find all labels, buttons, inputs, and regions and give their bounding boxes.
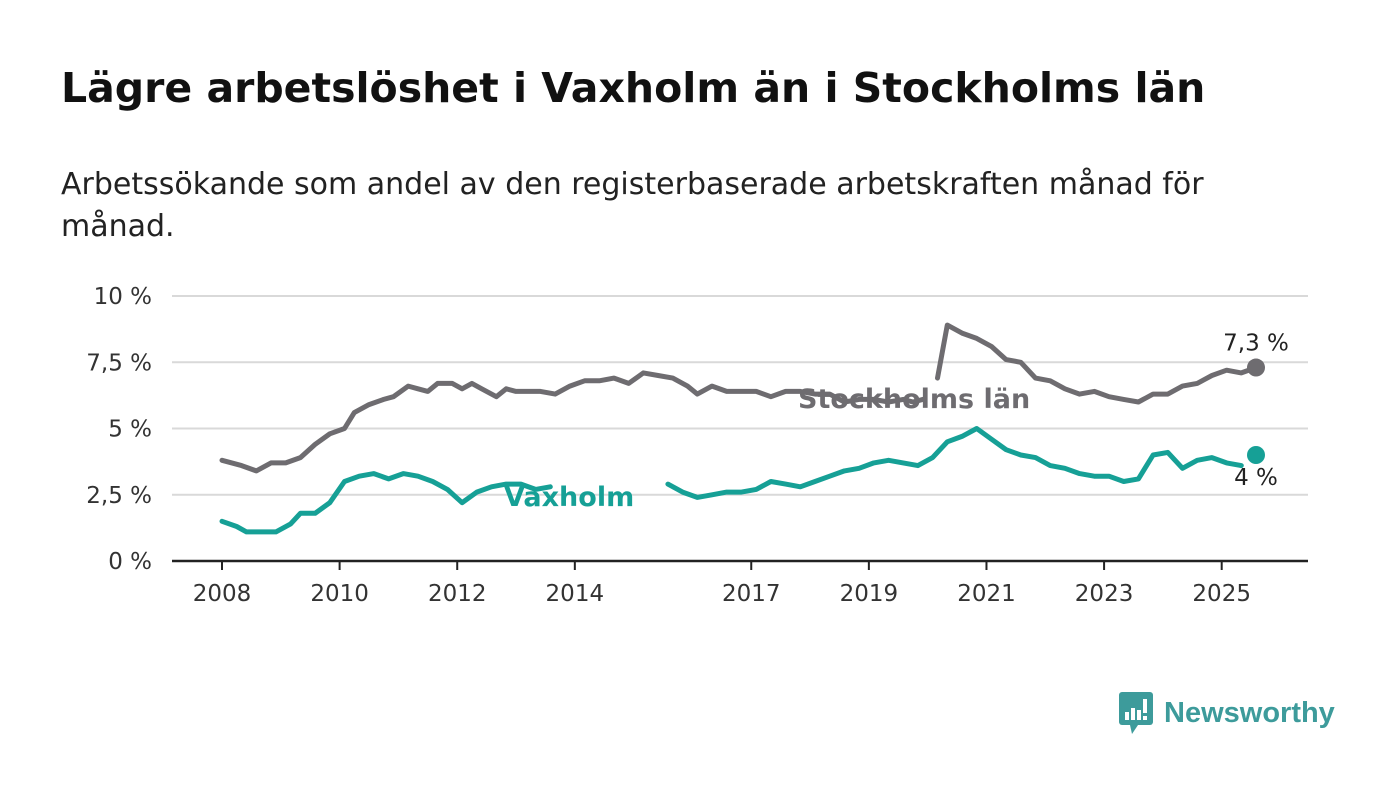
x-tick-label: 2014 (546, 581, 605, 607)
x-tick-label: 2017 (722, 581, 781, 607)
x-tick-label: 2025 (1192, 581, 1251, 607)
series-line-vaxholm (665, 426, 1244, 500)
bar-chart-speech-bubble-icon (1119, 692, 1153, 734)
series-label-vaxholm: Vaxholm (504, 482, 634, 513)
y-tick-label: 0 % (108, 549, 152, 575)
series-line-stockholms-l-n (935, 322, 1259, 405)
x-tick-label: 2012 (428, 581, 487, 607)
end-value-label: 7,3 % (1223, 331, 1289, 357)
y-tick-label: 10 % (94, 284, 152, 310)
x-tick-label: 2010 (310, 581, 369, 607)
series-line-vaxholm (219, 471, 553, 535)
x-axis-ticks: 2008 2010 2012 2014 2017 2019 2021 2023 2025 (193, 561, 1251, 607)
end-value-label: 4 % (1234, 465, 1278, 491)
series-labels: Stockholms län 7,3 % Vaxholm 4 % (504, 331, 1289, 513)
x-tick-label: 2021 (957, 581, 1016, 607)
y-tick-label: 5 % (108, 417, 152, 443)
chart-title: Lägre arbetslöshet i Vaxholm än i Stockh… (61, 64, 1206, 112)
y-axis-ticks: 0 % 2,5 % 5 % 7,5 % 10 % (86, 284, 152, 575)
newsworthy-logo: Newsworthy (1118, 690, 1335, 736)
series-line-stockholms-l-n (219, 370, 926, 474)
x-tick-label: 2008 (193, 581, 252, 607)
series-label-stockholms-l-n: Stockholms län (798, 384, 1030, 415)
x-tick-label: 2023 (1075, 581, 1134, 607)
y-tick-label: 2,5 % (86, 483, 152, 509)
chart-subtitle: Arbetssökande som andel av den registerb… (61, 167, 1204, 244)
end-point-marker (1247, 358, 1265, 377)
x-tick-label: 2019 (840, 581, 899, 607)
brand-name: Newsworthy (1164, 696, 1335, 729)
y-tick-label: 7,5 % (86, 350, 152, 376)
series-lines (219, 322, 1265, 535)
end-point-marker (1247, 446, 1265, 464)
grid-lines (172, 295, 1308, 496)
